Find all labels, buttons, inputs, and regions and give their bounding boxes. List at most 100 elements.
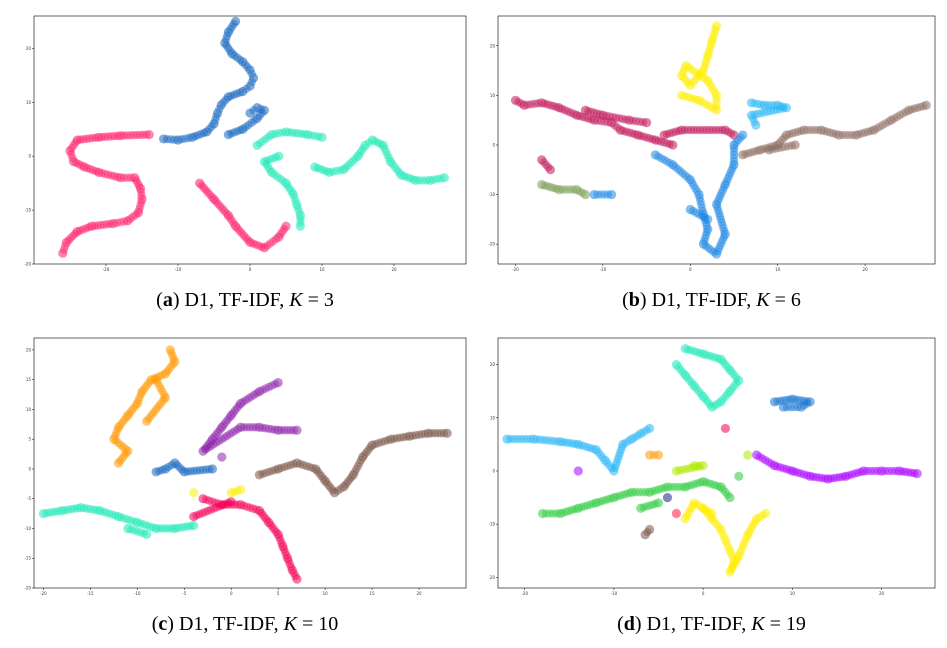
data-point	[714, 125, 724, 135]
data-point	[559, 437, 568, 447]
data-point	[689, 125, 699, 135]
data-point	[213, 199, 223, 209]
data-point	[715, 212, 725, 221]
data-point	[275, 533, 284, 542]
data-point	[311, 464, 321, 474]
y-tick-label: 10	[490, 415, 496, 420]
data-point	[702, 54, 712, 63]
data-point	[189, 488, 199, 498]
data-point	[433, 429, 443, 438]
data-point	[229, 19, 238, 29]
data-point	[612, 492, 622, 501]
data-point	[79, 503, 89, 513]
data-point	[78, 225, 88, 234]
data-point	[554, 103, 564, 113]
data-point	[344, 160, 353, 170]
y-tick-label: 15	[26, 377, 32, 382]
data-point	[113, 426, 122, 435]
y-tick-label: -20	[24, 262, 31, 267]
data-point	[712, 98, 721, 108]
data-point	[746, 525, 755, 534]
data-point	[805, 471, 815, 481]
y-tick-label: -10	[488, 522, 495, 527]
data-point	[184, 133, 193, 143]
data-point	[725, 546, 735, 556]
data-point	[761, 456, 770, 465]
data-point	[666, 482, 676, 492]
data-point	[546, 436, 555, 445]
data-point	[189, 466, 198, 476]
data-point	[430, 429, 439, 438]
data-point	[38, 508, 48, 519]
data-point	[772, 105, 782, 114]
data-point	[284, 557, 293, 566]
data-point	[97, 132, 107, 142]
data-point	[235, 126, 245, 135]
data-point	[560, 106, 570, 115]
data-point	[273, 425, 283, 435]
data-point	[711, 199, 722, 210]
data-point	[254, 422, 264, 432]
caption-b: (b) D1, TF-IDF, K = 6	[622, 289, 801, 311]
data-point	[236, 398, 246, 409]
data-point	[252, 103, 262, 113]
data-point	[751, 120, 761, 130]
data-point	[904, 468, 913, 477]
data-point	[232, 404, 242, 413]
data-point	[747, 148, 756, 157]
data-point	[596, 190, 606, 199]
data-point	[876, 466, 887, 476]
data-point	[310, 162, 320, 172]
data-point	[645, 487, 655, 497]
data-point	[687, 346, 696, 355]
data-point	[690, 463, 699, 472]
data-point	[418, 176, 427, 185]
data-point	[83, 504, 92, 513]
data-point	[227, 49, 237, 59]
data-point	[575, 111, 584, 121]
data-point	[88, 165, 98, 175]
data-point	[741, 149, 750, 159]
data-point	[607, 189, 617, 200]
data-point	[662, 482, 673, 492]
data-point	[857, 129, 867, 138]
data-point	[711, 249, 722, 259]
caption-c: (c) D1, TF-IDF, K = 10	[151, 613, 339, 635]
data-point	[549, 509, 558, 518]
data-point	[725, 492, 735, 503]
data-point	[799, 125, 809, 135]
data-point	[270, 379, 280, 389]
data-point	[202, 127, 212, 137]
data-point	[187, 132, 197, 142]
x-tick-label: 20	[416, 591, 422, 596]
data-point	[587, 107, 596, 117]
x-tick-label: 0	[230, 591, 233, 596]
y-tick-label: 10	[26, 407, 32, 412]
data-point	[433, 174, 442, 184]
data-point	[811, 472, 821, 482]
data-point	[720, 227, 729, 236]
data-point	[348, 470, 358, 480]
x-tick-label: 20	[879, 591, 885, 596]
data-point	[703, 214, 713, 224]
data-point	[624, 115, 634, 125]
data-point	[701, 350, 711, 360]
data-point	[346, 158, 355, 168]
x-tick-label: 15	[370, 591, 376, 596]
data-point	[292, 574, 302, 584]
data-point	[204, 439, 213, 449]
data-point	[268, 523, 277, 532]
data-point	[415, 176, 424, 185]
data-point	[642, 502, 651, 511]
data-point	[707, 82, 716, 91]
data-point	[673, 482, 683, 492]
data-point	[572, 110, 582, 120]
data-point	[683, 125, 692, 135]
data-point	[414, 430, 424, 439]
data-point	[653, 498, 664, 508]
data-point	[264, 467, 273, 477]
data-point	[692, 73, 702, 83]
data-point	[343, 477, 352, 487]
data-point	[242, 423, 252, 432]
x-tick-label: -10	[600, 267, 607, 272]
